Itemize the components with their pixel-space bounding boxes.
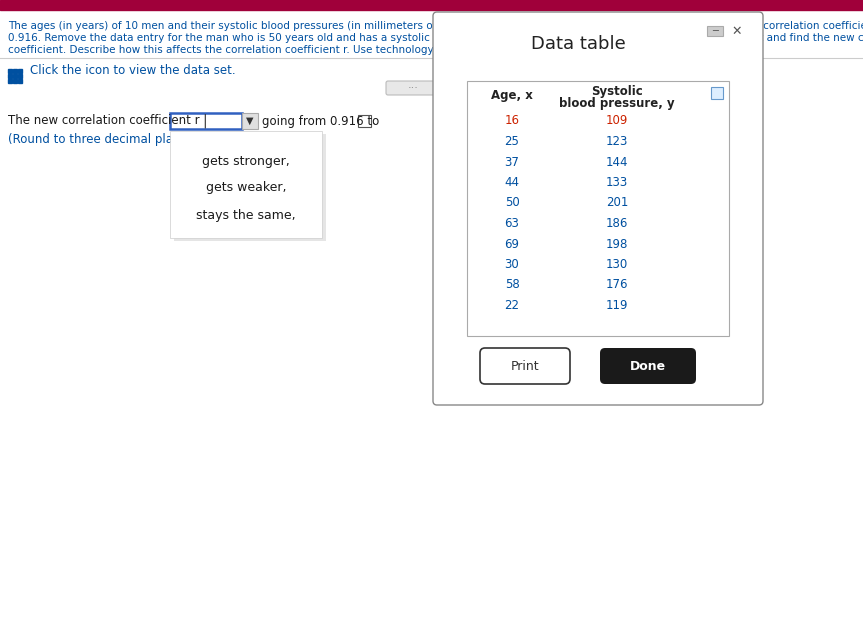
Bar bbox=[13, 69, 17, 73]
Bar bbox=[13, 74, 17, 78]
Text: Done: Done bbox=[630, 360, 666, 372]
Bar bbox=[0, 0, 863, 10]
Text: (Round to three decimal places a: (Round to three decimal places a bbox=[8, 133, 204, 146]
Text: 44: 44 bbox=[505, 176, 520, 189]
Text: .: . bbox=[372, 114, 376, 127]
Bar bbox=[8, 69, 12, 73]
Bar bbox=[707, 26, 723, 36]
Text: coefficient. Describe how this affects the correlation coefficient r. Use techno: coefficient. Describe how this affects t… bbox=[8, 45, 436, 55]
Text: ─: ─ bbox=[712, 26, 718, 36]
Bar bbox=[13, 79, 17, 83]
Text: 63: 63 bbox=[505, 217, 520, 230]
Text: going from 0.916 to: going from 0.916 to bbox=[262, 114, 379, 127]
Text: The new correlation coefficient r: The new correlation coefficient r bbox=[8, 114, 199, 127]
Text: 201: 201 bbox=[606, 196, 628, 209]
Text: gets stronger,: gets stronger, bbox=[202, 155, 290, 167]
Text: The ages (in years) of 10 men and their systolic blood pressures (in millimeters: The ages (in years) of 10 men and their … bbox=[8, 21, 863, 31]
Text: gets weaker,: gets weaker, bbox=[205, 182, 287, 194]
Text: 176: 176 bbox=[606, 278, 628, 292]
Bar bbox=[711, 87, 723, 99]
Text: 119: 119 bbox=[606, 299, 628, 312]
Text: 133: 133 bbox=[606, 176, 628, 189]
Bar bbox=[170, 131, 322, 238]
Text: 0.916. Remove the data entry for the man who is 50 years old and has a systolic : 0.916. Remove the data entry for the man… bbox=[8, 33, 863, 43]
Bar bbox=[242, 113, 258, 129]
Text: Click the icon to view the data set.: Click the icon to view the data set. bbox=[30, 64, 236, 78]
Bar bbox=[18, 74, 22, 78]
Text: Age, x: Age, x bbox=[491, 88, 533, 102]
Text: ▼: ▼ bbox=[246, 116, 254, 126]
Text: 16: 16 bbox=[505, 114, 520, 127]
Text: stays the same,: stays the same, bbox=[196, 209, 296, 223]
Text: 109: 109 bbox=[606, 114, 628, 127]
Bar bbox=[467, 81, 729, 336]
Text: 186: 186 bbox=[606, 217, 628, 230]
Text: Systolic: Systolic bbox=[591, 85, 643, 98]
Text: ✕: ✕ bbox=[732, 25, 742, 37]
Text: blood pressure, y: blood pressure, y bbox=[559, 97, 675, 110]
Bar bbox=[18, 79, 22, 83]
Text: ···: ··· bbox=[407, 83, 419, 93]
Text: 37: 37 bbox=[505, 155, 520, 168]
Text: 69: 69 bbox=[505, 237, 520, 251]
Text: 25: 25 bbox=[505, 135, 520, 148]
Text: 30: 30 bbox=[505, 258, 520, 271]
FancyBboxPatch shape bbox=[386, 81, 440, 95]
Bar bbox=[170, 113, 242, 129]
Bar bbox=[174, 134, 326, 241]
Text: 50: 50 bbox=[505, 196, 520, 209]
Text: |: | bbox=[203, 114, 207, 128]
Bar bbox=[18, 69, 22, 73]
FancyBboxPatch shape bbox=[433, 12, 763, 405]
Text: 198: 198 bbox=[606, 237, 628, 251]
Text: 130: 130 bbox=[606, 258, 628, 271]
FancyBboxPatch shape bbox=[600, 348, 696, 384]
Bar bbox=[8, 79, 12, 83]
Bar bbox=[8, 74, 12, 78]
Text: 123: 123 bbox=[606, 135, 628, 148]
Text: 22: 22 bbox=[505, 299, 520, 312]
Text: 144: 144 bbox=[606, 155, 628, 168]
Text: Data table: Data table bbox=[531, 35, 626, 53]
Text: Print: Print bbox=[511, 360, 539, 372]
FancyBboxPatch shape bbox=[480, 348, 570, 384]
Bar bbox=[358, 115, 371, 127]
Text: 58: 58 bbox=[505, 278, 520, 292]
